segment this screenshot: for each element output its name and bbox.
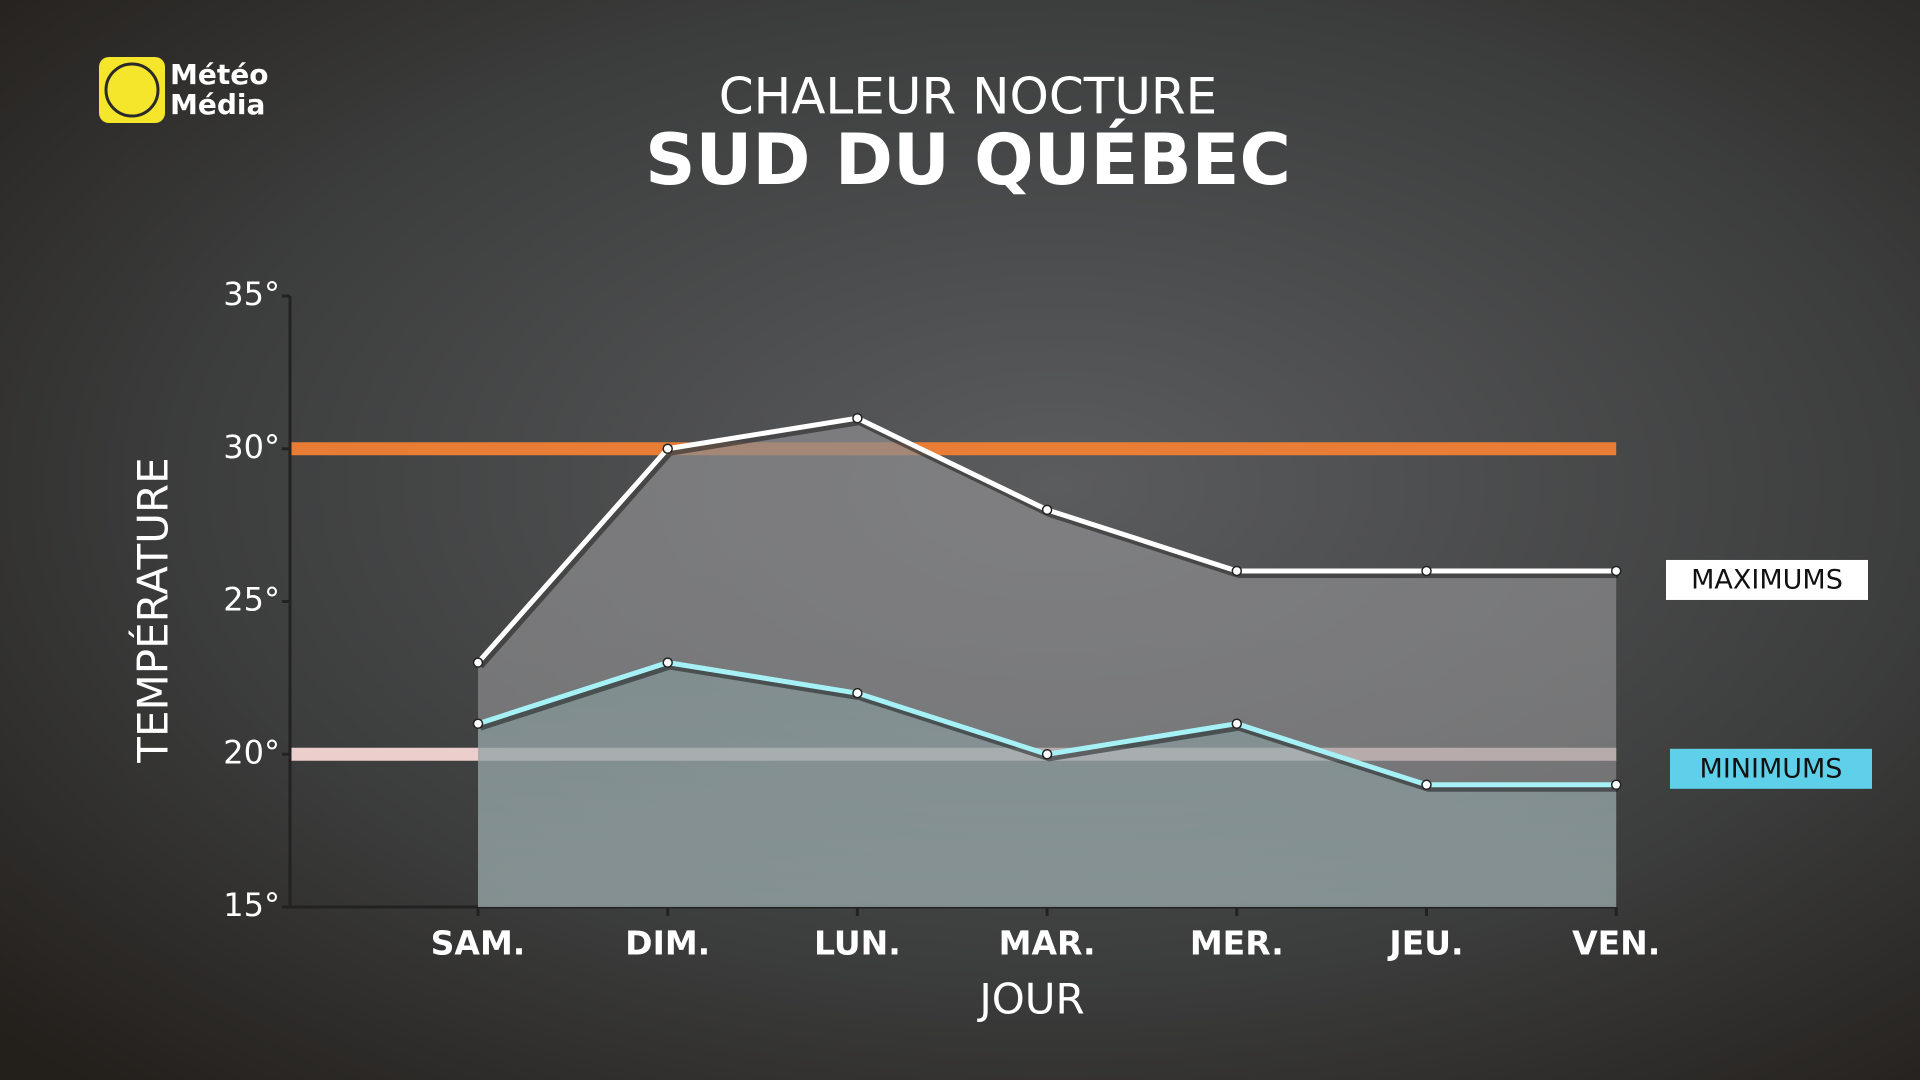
x-tick-label: MER.: [1190, 924, 1284, 963]
point: [1041, 504, 1053, 516]
x-tick-label: DIM.: [625, 924, 710, 963]
legend-box: [1670, 748, 1872, 789]
chart-title: CHALEUR NOCTURE: [719, 68, 1218, 126]
logo: Météo Média: [99, 57, 268, 123]
point: [852, 687, 863, 699]
y-tick-label: 15°: [223, 886, 280, 924]
point: [852, 412, 863, 424]
x-tick-label: VEN.: [1572, 924, 1660, 963]
legend-label: MAXIMUMS: [1691, 564, 1843, 595]
point: [1421, 779, 1432, 791]
x-tick-label: LUN.: [814, 924, 901, 963]
x-tick-label: JEU.: [1387, 924, 1463, 963]
logo-icon: [99, 57, 165, 123]
logo-text: Météo: [170, 58, 268, 91]
point: [1041, 749, 1053, 760]
point: [662, 443, 673, 454]
point: [472, 718, 484, 729]
point: [1610, 565, 1622, 577]
point: [1231, 718, 1243, 729]
legend-box: [1666, 559, 1868, 600]
y-tick-label: 35°: [223, 275, 280, 313]
logo-text: Média: [170, 88, 265, 121]
y-tick-label: 30°: [223, 428, 280, 466]
area: [478, 662, 1617, 907]
y-tick-label: 25°: [223, 581, 280, 619]
x-tick-label: MAR.: [999, 924, 1096, 963]
y-tick-label: 20°: [223, 733, 280, 771]
chart-subtitle: SUD DU QUÉBEC: [645, 119, 1291, 201]
point: [662, 657, 673, 668]
point: [1610, 779, 1622, 791]
point: [1421, 565, 1432, 577]
x-axis-title: JOUR: [976, 975, 1084, 1024]
legend-label: MINIMUMS: [1700, 753, 1843, 784]
x-tick-label: SAM.: [431, 924, 526, 963]
plot-area: 15° 20° 25° 30° 35° SAM. DIM. LUN. MAR. MER. JEU. V…: [223, 275, 1872, 963]
y-axis-title: TEMPÉRATURE: [128, 457, 178, 763]
point: [1231, 565, 1243, 577]
logo-globe: [104, 62, 160, 118]
point: [472, 657, 484, 668]
